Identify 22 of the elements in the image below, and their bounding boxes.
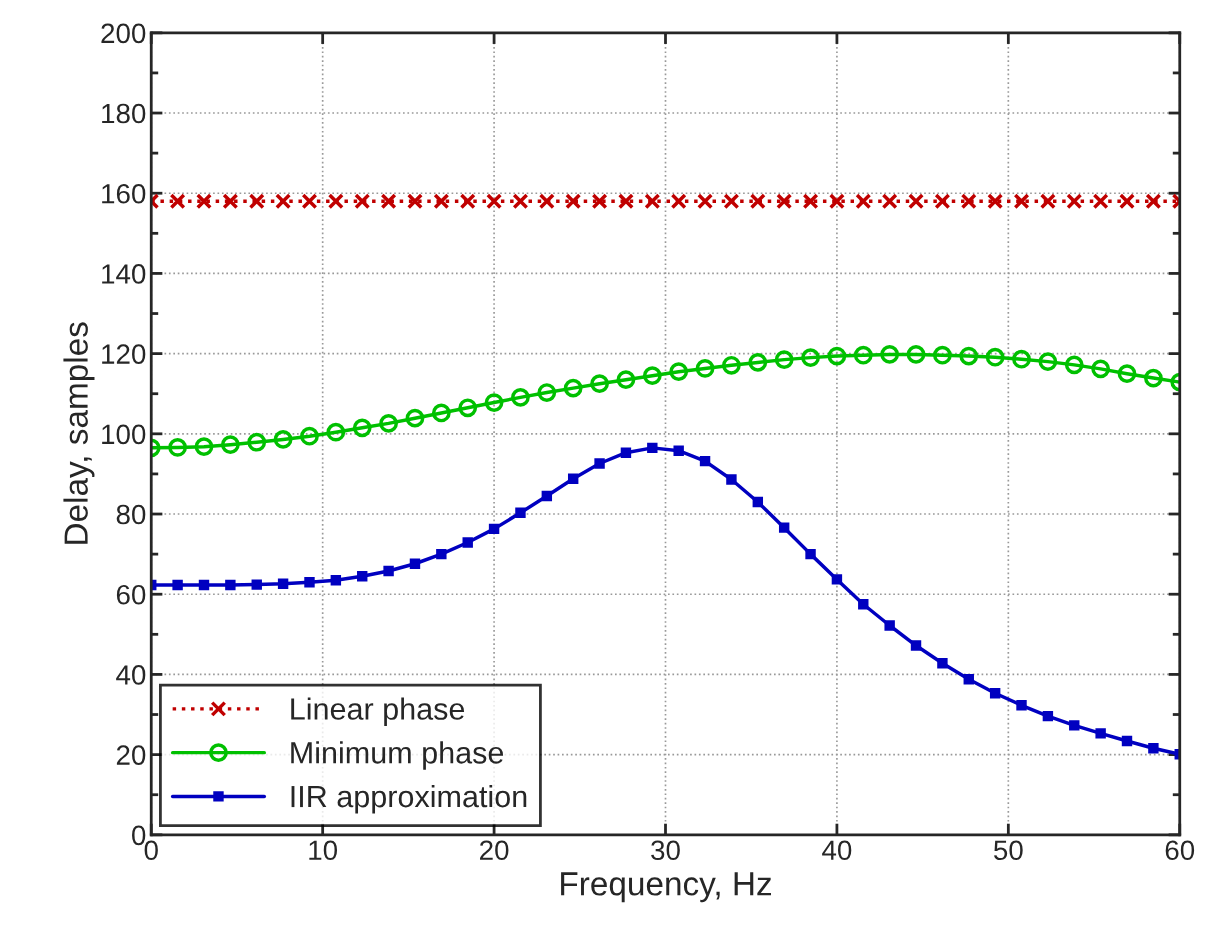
- y-tick-label: 200: [101, 23, 146, 44]
- y-axis-title: Delay, samples: [63, 322, 95, 544]
- y-tick-label: 100: [102, 424, 146, 445]
- y-tick-label: 160: [102, 183, 146, 204]
- legend-label: Linear phase: [291, 697, 465, 726]
- y-tick-label: 40: [116, 665, 146, 685]
- y-tick-label: 120: [102, 344, 146, 364]
- y-tick-label: 180: [102, 103, 146, 124]
- y-tick-label: 60: [116, 584, 146, 605]
- x-tick-label: 10: [309, 840, 338, 861]
- x-tick-label: 60: [1165, 840, 1195, 861]
- y-tick-label: 80: [116, 504, 146, 525]
- x-tick-label: 30: [651, 840, 680, 861]
- x-axis-title: Frequency, Hz: [561, 872, 771, 903]
- x-tick-label: 40: [822, 840, 852, 861]
- x-tick-label: 20: [480, 840, 509, 861]
- y-tick-label: 20: [116, 745, 146, 765]
- legend-label: IIR approximation: [291, 784, 527, 814]
- y-tick-label: 0: [132, 825, 146, 846]
- y-tick-label: 140: [102, 264, 146, 284]
- legend-label: Minimum phase: [291, 741, 504, 770]
- x-tick-label: 50: [994, 840, 1023, 861]
